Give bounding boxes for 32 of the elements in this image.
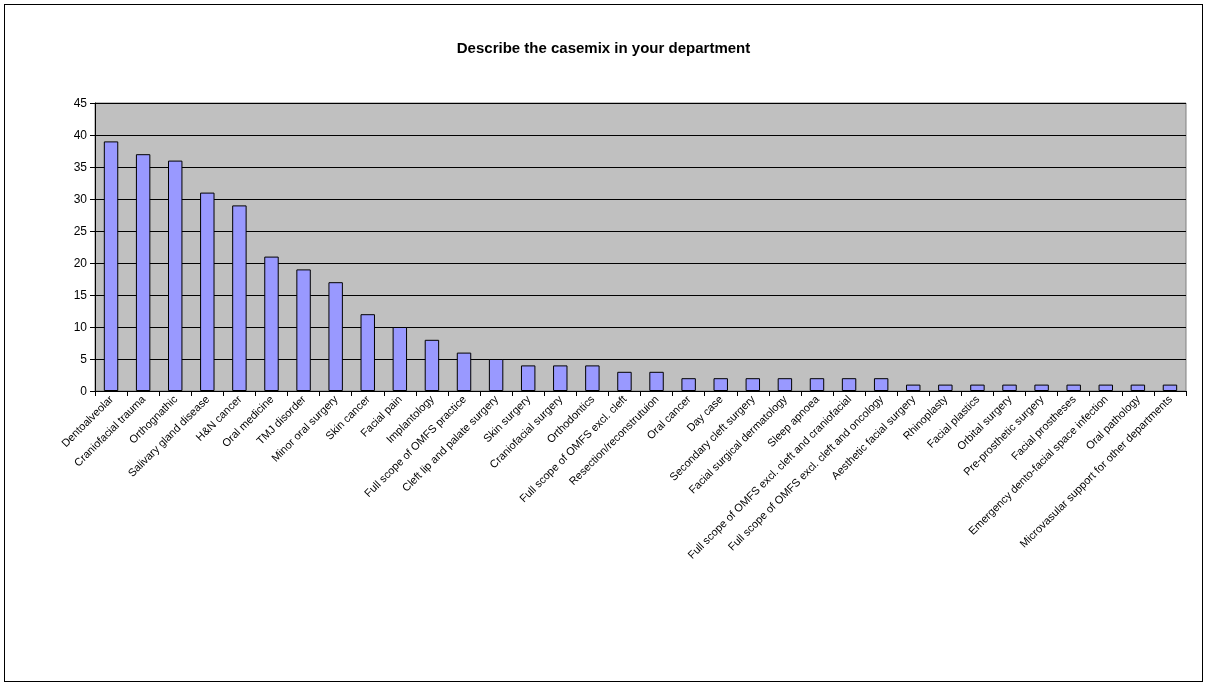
y-tick-label: 45: [73, 96, 88, 110]
bar: [520, 365, 536, 391]
bar: [553, 365, 568, 391]
bar: [585, 365, 600, 391]
bar: [1034, 384, 1049, 391]
bar: [873, 378, 889, 391]
y-tick-label: 5: [80, 352, 88, 366]
y-tick-label: 20: [73, 256, 88, 270]
y-tick-label: 40: [73, 128, 88, 142]
y-tick-label: 15: [73, 288, 88, 302]
bar: [1002, 384, 1017, 391]
y-tick-label: 30: [73, 192, 88, 206]
bar: [1162, 384, 1178, 391]
bar: [970, 384, 985, 391]
bar: [1098, 384, 1113, 391]
bar: [1066, 384, 1081, 391]
bar: [809, 378, 825, 391]
y-tick-label: 10: [73, 320, 88, 334]
bar: [1130, 384, 1146, 391]
bar: [906, 384, 921, 391]
bar: [681, 378, 696, 391]
bar: [841, 378, 857, 391]
bar: [713, 378, 728, 391]
y-tick-label: 25: [73, 224, 88, 238]
y-tick-label: 0: [80, 384, 88, 398]
bar: [777, 378, 793, 391]
bar: [617, 371, 632, 391]
bar: [649, 371, 664, 391]
y-tick-label: 35: [73, 160, 88, 174]
chart-title: Describe the casemix in your department: [456, 39, 751, 56]
bar: [938, 384, 953, 391]
bar: [745, 378, 761, 391]
